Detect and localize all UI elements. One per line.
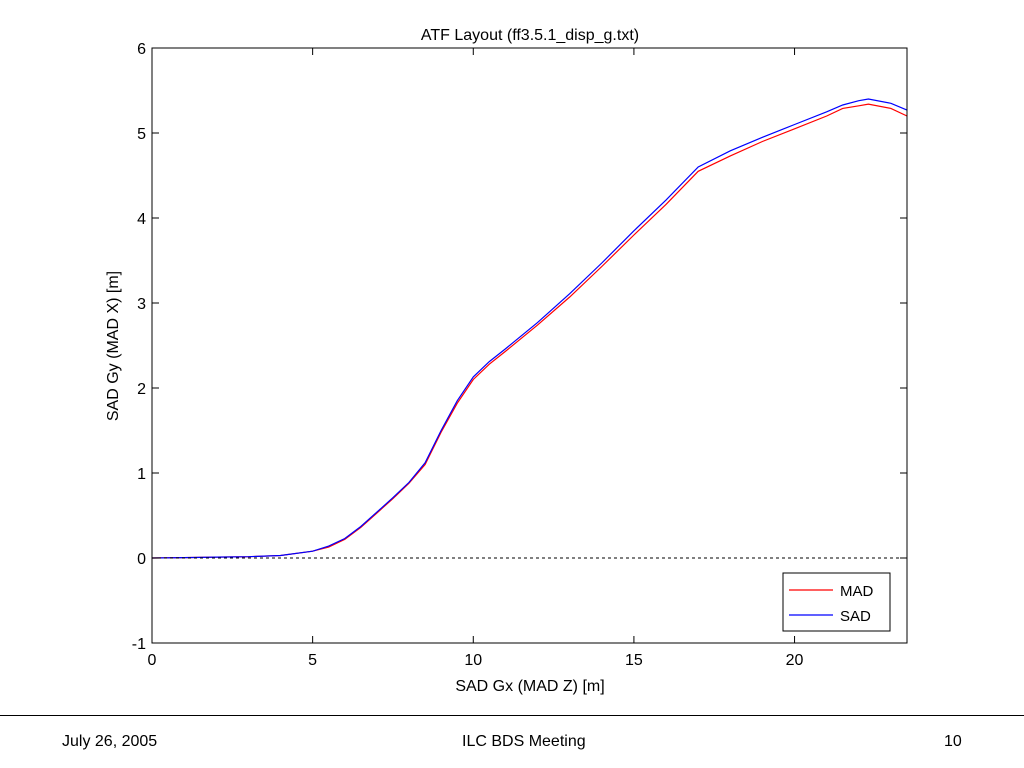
x-axis-label: SAD Gx (MAD Z) [m] (455, 678, 604, 695)
y-tick-label: -1 (132, 636, 146, 653)
plot-frame (151, 47, 908, 644)
y-tick-label: 3 (137, 296, 146, 313)
chart-title: ATF Layout (ff3.5.1_disp_g.txt) (421, 27, 639, 44)
x-tick-label: 10 (464, 652, 482, 669)
x-tick-label: 20 (786, 652, 804, 669)
footer-date: July 26, 2005 (62, 733, 158, 750)
x-tick-label: 5 (308, 652, 317, 669)
y-tick-label: 1 (137, 466, 146, 483)
y-tick-label: 4 (137, 211, 146, 228)
chart: ATF Layout (ff3.5.1_disp_g.txt) 0 5 10 15 20… (105, 27, 908, 695)
legend-label-mad: MAD (840, 583, 874, 600)
x-tick-label: 0 (148, 652, 157, 669)
legend-box (782, 572, 891, 632)
series-line-sad (151, 98, 908, 559)
legend-label-sad: SAD (840, 608, 871, 625)
y-tick-label: 0 (137, 551, 146, 568)
y-tick-label: 2 (137, 381, 146, 398)
x-tick-label: 15 (625, 652, 643, 669)
legend: MAD SAD (782, 572, 891, 632)
y-axis-label: SAD Gy (MAD X) [m] (105, 271, 122, 421)
footer-meeting-title: ILC BDS Meeting (462, 733, 586, 750)
footer-page-number: 10 (944, 733, 962, 750)
footer-divider (0, 715, 1024, 716)
plot-area (152, 48, 907, 643)
y-tick-label: 6 (137, 41, 146, 58)
y-tick-label: 5 (137, 126, 146, 143)
